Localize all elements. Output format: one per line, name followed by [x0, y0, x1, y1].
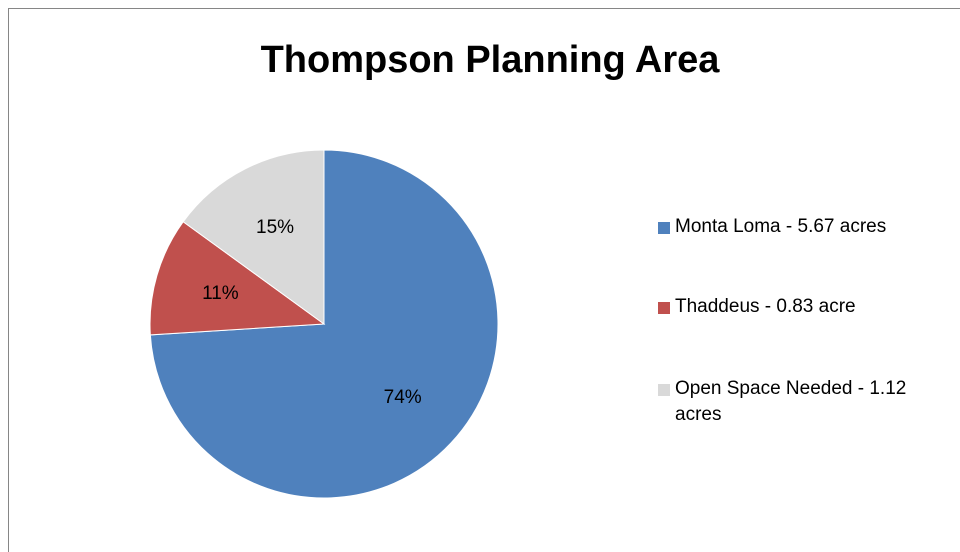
legend-label: Thaddeus - 0.83 acre [675, 296, 856, 317]
pie-slice [182, 149, 325, 325]
data-label: 15% [256, 217, 294, 238]
legend-label: Monta Loma - 5.67 acres [675, 216, 887, 237]
legend-item: Thaddeus - 0.83 acre [675, 296, 856, 317]
legend-label: Open Space Needed - 1.12 acres [675, 378, 907, 425]
legend-item: Monta Loma - 5.67 acres [675, 216, 887, 237]
data-label: 74% [384, 387, 422, 408]
legend-swatch [658, 302, 670, 314]
data-label: 11% [202, 283, 239, 304]
pie-slice [149, 221, 326, 336]
legend-swatch [658, 384, 670, 396]
legend-item: Open Space Needed - 1.12 acres [675, 378, 907, 425]
chart-title: Thompson Planning Area [261, 39, 721, 81]
legend-swatch [658, 222, 670, 234]
